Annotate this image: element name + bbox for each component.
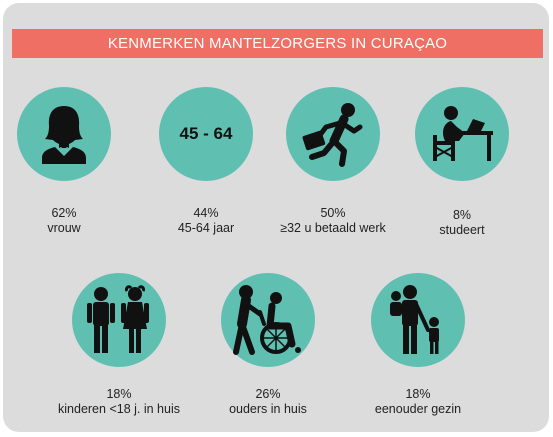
stat-single-parent: 18% eenouder gezin <box>358 387 478 417</box>
children-circle <box>72 273 166 367</box>
stat-label: eenouder gezin <box>374 402 462 416</box>
page-title: KENMERKEN MANTELZORGERS IN CURAÇAO <box>12 29 543 58</box>
wheelchair-caregiver-icon <box>233 285 301 355</box>
stat-percent: 18% <box>405 387 431 401</box>
work-circle <box>286 87 380 181</box>
stat-percent: 44% <box>193 206 219 220</box>
stat-parents: 26% ouders in huis <box>208 387 328 417</box>
stat-percent: 18% <box>106 387 132 401</box>
woman-icon <box>42 106 86 164</box>
stat-label: 45-64 jaar <box>177 221 235 235</box>
stat-percent: 50% <box>320 206 346 220</box>
running-worker-icon <box>302 103 363 167</box>
age-range-label: 45 - 64 <box>179 124 233 143</box>
stat-children: 18% kinderen <18 j. in huis <box>44 387 194 417</box>
stat-study: 8% studeert <box>402 208 522 238</box>
children-icon <box>87 285 149 353</box>
stat-label: ≥32 u betaald werk <box>280 221 386 235</box>
studying-person-icon <box>433 106 493 161</box>
stat-label: kinderen <18 j. in huis <box>58 402 180 416</box>
study-circle <box>415 87 509 181</box>
stat-percent: 62% <box>51 206 77 220</box>
single-parent-icon <box>390 285 439 354</box>
woman-circle <box>17 87 111 181</box>
stat-label: ouders in huis <box>229 402 307 416</box>
stat-percent: 8% <box>452 208 472 222</box>
stat-work: 50% ≥32 u betaald werk <box>268 206 398 236</box>
age-circle: 45 - 64 <box>159 87 253 181</box>
stat-woman: 62% vrouw <box>4 206 124 236</box>
stat-label: vrouw <box>47 221 81 235</box>
stat-percent: 26% <box>255 387 281 401</box>
stat-age: 44% 45-64 jaar <box>146 206 266 236</box>
parents-circle <box>221 273 315 367</box>
stat-label: studeert <box>439 223 485 237</box>
single-parent-circle <box>371 273 465 367</box>
